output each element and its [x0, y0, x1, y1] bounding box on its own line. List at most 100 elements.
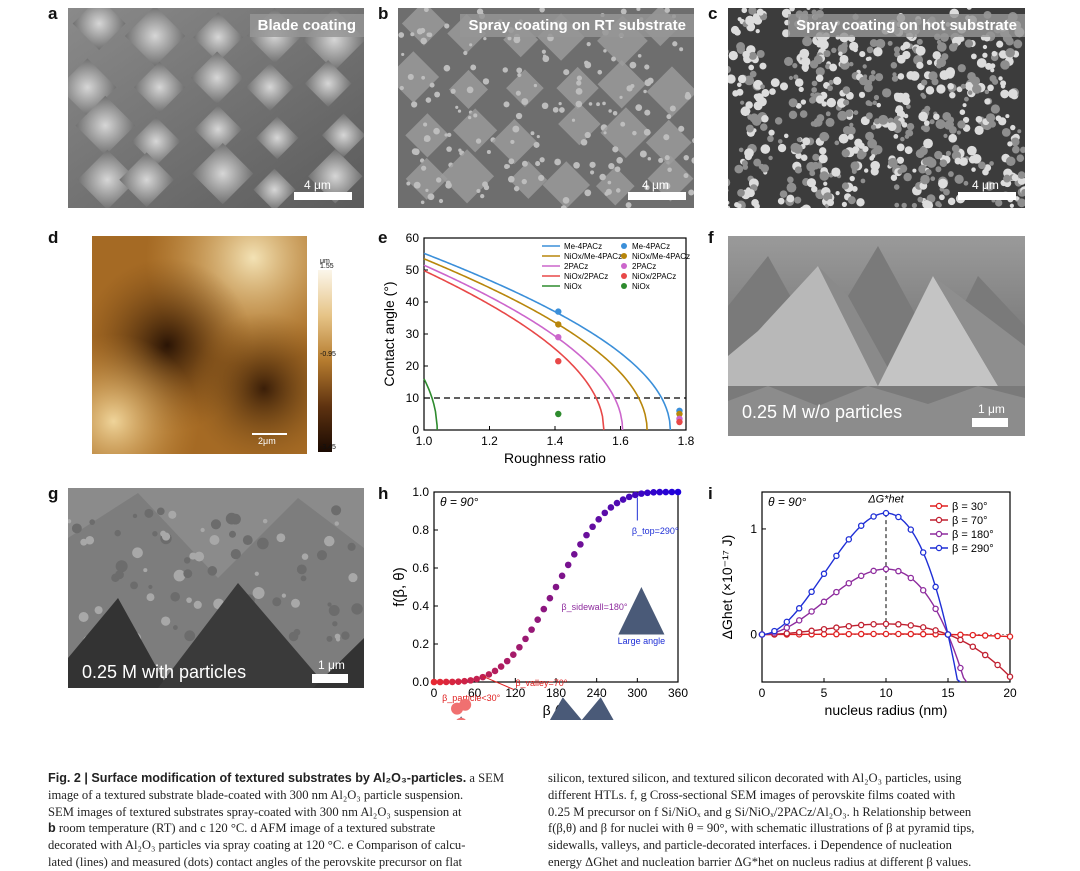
x-tick-label: 120 — [505, 686, 525, 700]
particle — [862, 146, 868, 152]
particle — [666, 114, 671, 119]
particle — [759, 63, 766, 70]
particle — [539, 157, 544, 162]
particle — [982, 169, 989, 176]
particle — [253, 587, 265, 599]
particle — [897, 169, 902, 174]
scale-text-c: 4 μm — [972, 178, 999, 192]
particle — [408, 74, 414, 80]
particle — [420, 38, 427, 45]
legend-label: β = 30° — [952, 501, 988, 513]
particle — [72, 523, 82, 533]
particle — [522, 179, 527, 184]
particle — [752, 116, 761, 125]
data-point — [995, 662, 1000, 667]
data-point — [921, 625, 926, 630]
particle — [894, 203, 899, 208]
data-point — [443, 679, 450, 686]
sem-image-a: Blade coating 4 μm — [68, 8, 364, 208]
particle — [810, 60, 818, 68]
particle — [842, 202, 847, 207]
x-tick-label: 5 — [821, 686, 828, 700]
data-point — [859, 573, 864, 578]
particle — [819, 147, 826, 154]
particle — [615, 166, 621, 172]
particle — [516, 91, 521, 96]
particle — [272, 597, 281, 606]
particle — [930, 119, 935, 124]
particle — [990, 75, 997, 82]
data-point — [797, 618, 802, 623]
particle — [812, 81, 818, 87]
particle — [936, 84, 945, 93]
particle — [870, 161, 880, 171]
scale-bar-g — [312, 674, 348, 683]
series-line — [424, 259, 647, 430]
particle — [920, 175, 930, 185]
particle — [542, 50, 546, 54]
data-point — [821, 599, 826, 604]
particle — [917, 39, 923, 45]
panel-b-tag: Spray coating on RT substrate — [460, 14, 694, 37]
data-point — [614, 500, 621, 507]
particle — [873, 47, 882, 56]
particle — [599, 174, 606, 181]
particle — [965, 39, 973, 47]
data-point — [555, 308, 561, 314]
y-tick-label: 50 — [406, 263, 420, 277]
particle — [977, 58, 987, 68]
particle — [768, 130, 774, 136]
particle — [226, 513, 238, 525]
particle — [897, 157, 904, 164]
particle — [925, 169, 931, 175]
particle — [604, 192, 608, 196]
particle — [1003, 175, 1011, 183]
data-point — [871, 514, 876, 519]
panel-letter-d: d — [48, 228, 58, 248]
scale-text-f: 1 μm — [978, 402, 1005, 416]
particle — [89, 519, 95, 525]
particle — [531, 131, 535, 135]
particle — [291, 599, 300, 608]
particle — [926, 158, 936, 168]
particle — [955, 175, 964, 184]
particle — [891, 175, 897, 181]
particle — [996, 41, 1003, 48]
particle — [737, 189, 745, 197]
particle — [827, 98, 836, 107]
data-point — [809, 589, 814, 594]
caption-line: silicon, textured silicon, and textured … — [548, 770, 1068, 787]
particle — [184, 630, 195, 641]
particle — [446, 146, 452, 152]
particle — [430, 83, 435, 88]
legend-label: 2PACz — [564, 262, 588, 271]
data-point — [467, 677, 474, 684]
particle — [971, 167, 976, 172]
particle — [1005, 114, 1009, 118]
particle — [901, 203, 906, 208]
particle — [1012, 146, 1020, 154]
x-tick-label: 10 — [879, 686, 893, 700]
particle — [961, 84, 966, 89]
particle — [998, 117, 1006, 125]
legend-dot — [621, 273, 627, 279]
data-point — [656, 489, 663, 496]
particle — [458, 109, 461, 112]
particle — [891, 62, 898, 69]
data-point — [933, 628, 938, 633]
particle — [738, 17, 742, 21]
particle — [1017, 154, 1025, 162]
particle — [517, 73, 521, 77]
particle — [132, 547, 143, 558]
particle — [476, 138, 481, 143]
particle — [257, 538, 269, 550]
particle — [168, 511, 176, 519]
particle — [426, 97, 432, 103]
particle — [503, 101, 509, 107]
y-tick-label: 0 — [412, 423, 419, 437]
data-point — [565, 562, 572, 569]
particle — [331, 505, 341, 515]
particle — [421, 76, 425, 80]
particle — [559, 107, 565, 113]
data-point — [541, 606, 548, 613]
